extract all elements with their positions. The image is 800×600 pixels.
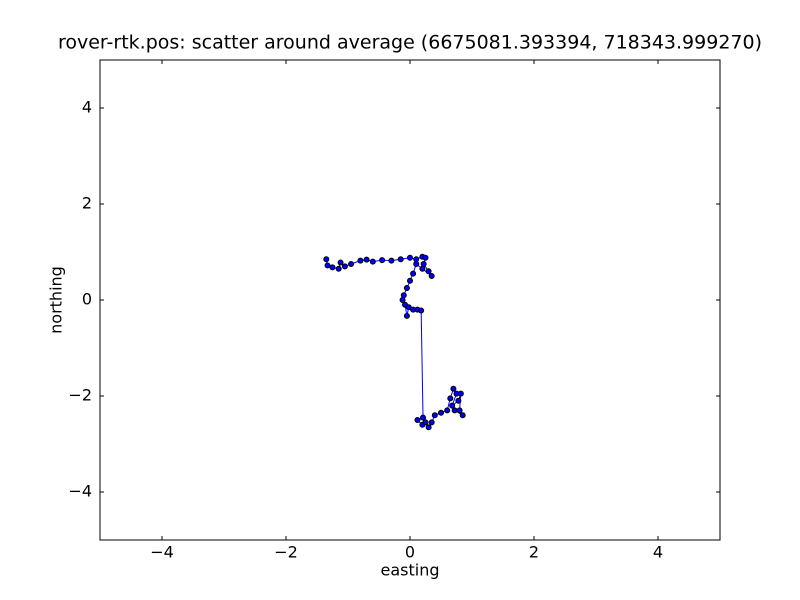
data-point — [369, 258, 376, 265]
data-point — [447, 395, 454, 402]
data-point — [397, 256, 404, 263]
x-tick-label: −2 — [274, 543, 298, 562]
x-tick-label: 2 — [529, 543, 539, 562]
data-point — [449, 402, 456, 409]
data-point — [425, 424, 432, 431]
data-point — [444, 407, 451, 414]
data-point — [341, 263, 348, 270]
data-point — [459, 412, 466, 419]
data-point — [420, 414, 427, 421]
data-point — [422, 254, 429, 261]
data-point — [399, 297, 406, 303]
y-tick-label: 4 — [82, 98, 92, 117]
data-point — [400, 292, 407, 299]
y-tick-label: −4 — [68, 482, 92, 501]
x-tick-label: 4 — [653, 543, 663, 562]
data-point — [451, 407, 458, 414]
data-point — [422, 419, 429, 426]
data-point — [388, 257, 395, 264]
data-point — [410, 270, 417, 277]
data-point — [407, 254, 413, 261]
y-tick-label: −2 — [68, 386, 92, 405]
data-point — [420, 261, 427, 267]
data-point — [438, 409, 444, 416]
data-point — [379, 257, 386, 264]
x-tick-label: 0 — [405, 543, 415, 562]
x-axis-label: easting — [381, 561, 440, 580]
chart-title: rover-rtk.pos: scatter around average (6… — [58, 32, 762, 54]
data-point — [457, 390, 464, 397]
data-point — [363, 256, 370, 263]
data-point — [405, 304, 412, 311]
data-point — [413, 256, 420, 263]
data-point — [425, 268, 432, 275]
data-point — [348, 261, 355, 267]
data-point — [403, 285, 410, 291]
data-point — [428, 419, 435, 426]
data-point — [413, 261, 420, 267]
data-point — [357, 257, 364, 264]
data-point — [324, 262, 331, 269]
data-point — [418, 307, 425, 314]
data-point — [335, 265, 342, 272]
y-tick-label: 0 — [82, 290, 92, 309]
data-point — [407, 277, 413, 284]
data-point — [403, 312, 410, 319]
data-point — [450, 385, 457, 392]
data-point — [428, 273, 435, 279]
data-point — [455, 397, 462, 404]
data-point — [329, 264, 336, 271]
y-axis-label: northing — [47, 266, 66, 334]
data-point — [414, 417, 421, 423]
data-point — [419, 265, 426, 272]
data-point — [431, 412, 438, 419]
data-point — [456, 407, 463, 414]
y-tick-label: 2 — [82, 194, 92, 213]
data-point — [323, 256, 330, 263]
x-tick-label: −4 — [150, 543, 174, 562]
data-point — [337, 259, 344, 266]
